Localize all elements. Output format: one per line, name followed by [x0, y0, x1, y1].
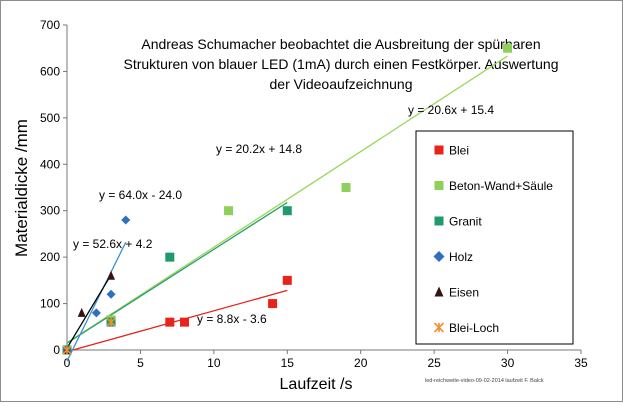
data-point — [503, 43, 513, 53]
trendline-equation: y = 20.6x + 15.4 — [408, 103, 494, 117]
data-point — [268, 299, 278, 309]
x-tick-label: 15 — [281, 356, 295, 370]
y-tick-label: 200 — [40, 250, 60, 264]
data-point — [282, 275, 292, 285]
data-point — [77, 307, 86, 317]
trendline-equations: y = 8.8x - 3.6 y = 20.6x + 15.4 y = 20.2x … — [73, 103, 494, 326]
legend-box — [415, 130, 574, 345]
x-tick-label: 5 — [137, 356, 144, 370]
data-point — [282, 206, 292, 216]
y-tick-label: 500 — [40, 111, 60, 125]
y-tick-label: 0 — [53, 343, 60, 357]
trendline-eisen — [66, 274, 112, 349]
data-point — [121, 215, 131, 225]
data-point — [106, 289, 116, 299]
legend: Blei Beton-Wand+Säule Granit Holz Eisen Blei-… — [415, 130, 574, 345]
legend-marker — [434, 286, 444, 297]
trendline-beton-wand-s-ule — [66, 55, 508, 344]
y-tick-label: 100 — [40, 297, 60, 311]
trendline-granit — [66, 201, 288, 344]
x-tick-label: 20 — [354, 356, 368, 370]
data-point — [165, 252, 175, 262]
data-point — [341, 183, 351, 192]
trendline-equation: y = 8.8x - 3.6 — [197, 312, 267, 326]
legend-marker — [434, 216, 444, 226]
data-point — [107, 270, 116, 280]
x-tick-label: 0 — [64, 356, 71, 370]
footnote: led-reichweite-video-09-02-2014 laufzeit… — [425, 378, 544, 384]
data-point — [91, 308, 101, 318]
data-point — [224, 206, 234, 216]
legend-label: Eisen — [449, 286, 479, 300]
legend-label: Blei-Loch — [449, 321, 499, 335]
y-tick-label: 400 — [40, 157, 60, 171]
data-points — [62, 43, 513, 355]
y-axis-label: Materialdicke /mm — [12, 119, 31, 257]
legend-label: Beton-Wand+Säule — [449, 179, 553, 193]
x-tick-label: 30 — [501, 356, 515, 370]
data-point — [62, 345, 72, 355]
data-point — [106, 317, 116, 327]
legend-label: Granit — [449, 215, 482, 229]
y-tick-label: 700 — [40, 18, 60, 32]
data-point — [165, 317, 175, 327]
trendline-equation: y = 20.2x + 14.8 — [216, 142, 302, 156]
x-tick-label: 10 — [207, 356, 221, 370]
trendline-blei — [66, 289, 288, 353]
y-tick-label: 600 — [40, 64, 60, 78]
legend-label: Blei — [449, 144, 469, 158]
y-tick-label: 300 — [40, 204, 60, 218]
axes: 0 5 10 15 20 25 30 35 0 100 200 300 400 500 600 700 — [40, 18, 588, 370]
trendline-equation: y = 64.0x - 24.0 — [99, 188, 182, 202]
data-point — [179, 317, 189, 327]
chart-title-line: der Videoaufzeichnung — [270, 76, 413, 92]
chart-title-line: Strukturen von blauer LED (1mA) durch ei… — [124, 56, 559, 72]
legend-marker — [434, 145, 444, 155]
chart-title: Andreas Schumacher beobachtet die Ausbre… — [124, 36, 559, 92]
x-tick-label: 25 — [427, 356, 441, 370]
x-axis-label: Laufzeit /s — [280, 376, 353, 393]
legend-marker — [434, 181, 444, 190]
legend-marker — [433, 251, 445, 262]
trendline-holz — [66, 241, 127, 362]
x-tick-label: 35 — [574, 356, 588, 370]
trendlines — [66, 55, 508, 362]
legend-label: Holz — [449, 250, 473, 264]
chart-title-line: Andreas Schumacher beobachtet die Ausbre… — [141, 36, 540, 52]
legend-marker — [433, 322, 445, 333]
trendline-equation: y = 52.6x + 4.2 — [73, 237, 153, 251]
